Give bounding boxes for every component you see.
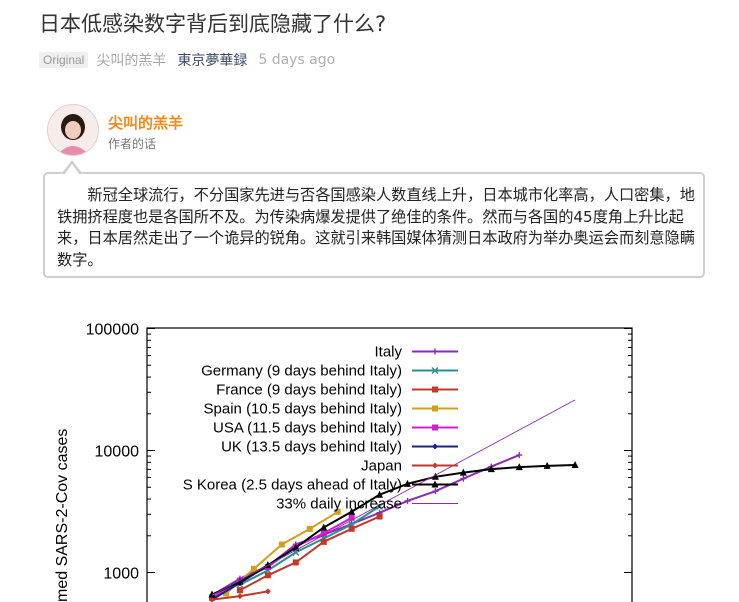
legend-label: France (9 days behind Italy) [216,382,402,399]
data-point [377,514,383,520]
author-note-label: 作者的话 [108,135,156,152]
data-point [279,542,285,548]
bubble-arrow-fill [65,164,79,174]
data-point [265,588,271,594]
author-avatar[interactable] [47,104,99,156]
author-note-bubble: 新冠全球流行，不分国家先进与否各国感染人数直线上升，日本城市化率高，人口密集，地… [43,172,705,278]
legend-marker [432,406,438,412]
series-2 [237,514,383,594]
data-point [293,559,299,565]
legend-label: S Korea (2.5 days ahead of Italy) [183,477,402,494]
legend-marker [432,387,438,393]
source-link[interactable]: 東京夢華録 [177,50,247,70]
data-point [349,526,355,532]
legend-label: Germany (9 days behind Italy) [201,363,402,380]
data-point [237,587,243,593]
data-point [432,488,438,494]
original-badge: Original [39,52,88,68]
data-point [307,526,313,532]
author-note-text: 新冠全球流行，不分国家先进与否各国感染人数直线上升，日本城市化率高，人口密集，地… [57,185,697,271]
legend-label: UK (13.5 days behind Italy) [221,439,402,456]
avatar-image [48,105,98,155]
data-point [237,593,243,599]
series-line [240,506,380,584]
legend-marker [432,425,438,431]
y-axis-label: med SARS-2-Cov cases [54,429,71,602]
data-point [405,498,411,504]
y-tick-label: 10000 [95,444,140,461]
series-1 [237,503,383,587]
author-name[interactable]: 尖叫的羔羊 [108,112,183,133]
data-point [460,476,466,482]
legend-label: Japan [361,458,402,475]
chart-legend: Italy Germany (9 days behind Italy) France… [183,344,458,513]
data-point [251,566,257,572]
data-point [516,452,522,458]
y-tick-label: 100000 [86,322,139,339]
legend-marker [432,349,438,355]
legend-label: USA (11.5 days behind Italy) [213,420,402,437]
data-point [321,539,327,545]
legend-marker [432,444,438,450]
article-meta: Original 尖叫的羔羊 東京夢華録 5 days ago [39,50,335,70]
legend-marker [432,463,438,469]
article-title: 日本低感染数字背后到底隐藏了什么? [39,8,386,38]
y-tick-label: 1000 [103,566,139,583]
legend-label: Spain (10.5 days behind Italy) [204,401,402,418]
legend-label: 33% daily increase [276,496,402,513]
publish-time: 5 days ago [258,52,335,68]
covid-cases-chart: 100000 10000 1000 med SARS-2-Cov cases Ita… [0,300,739,602]
legend-label: Italy [374,344,402,361]
author-link[interactable]: 尖叫的羔羊 [96,50,166,70]
data-point [265,572,271,578]
